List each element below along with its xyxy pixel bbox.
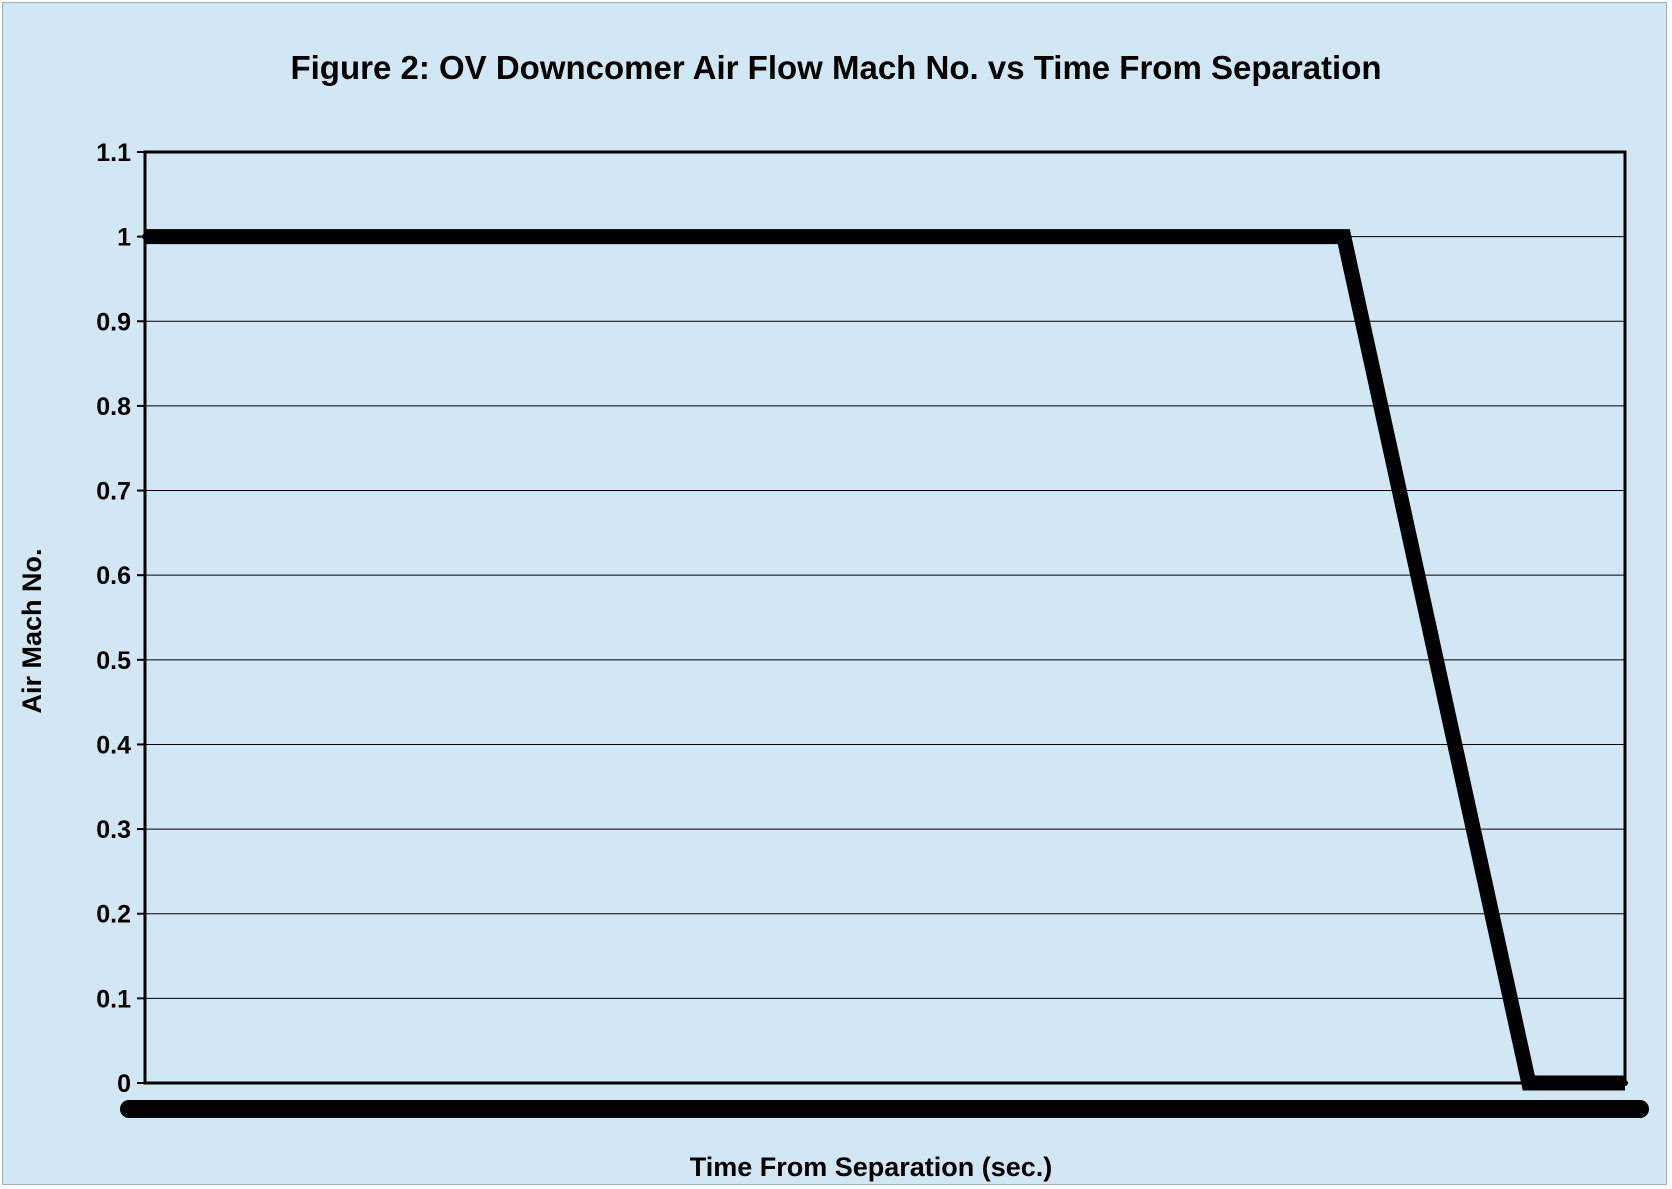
data-point bbox=[1622, 1080, 1628, 1086]
y-tick-label: 0.8 bbox=[96, 393, 131, 421]
y-tick-label: 0 bbox=[117, 1070, 131, 1098]
y-axis-ticks: 0 0.1 0.2 0.3 0.4 0.5 0.6 0.7 0.8 0.9 1 1.1 bbox=[96, 139, 145, 1098]
y-tick-label: 0.7 bbox=[96, 478, 131, 506]
data-point bbox=[142, 233, 148, 240]
y-tick-label: 0.3 bbox=[96, 816, 131, 844]
data-point bbox=[1525, 1080, 1532, 1086]
line-chart: Figure 2: OV Downcomer Air Flow Mach No.… bbox=[17, 49, 1649, 1182]
y-tick-label: 0.9 bbox=[96, 308, 131, 336]
y-tick-label: 0.5 bbox=[96, 647, 131, 675]
series-layer bbox=[142, 229, 1628, 1091]
x-axis-label: Time From Separation (sec.) bbox=[690, 1152, 1053, 1182]
y-tick-label: 0.4 bbox=[96, 731, 131, 759]
series-line-0 bbox=[145, 229, 1625, 1091]
chart-title: Figure 2: OV Downcomer Air Flow Mach No.… bbox=[290, 49, 1381, 86]
y-tick-label: 0.6 bbox=[96, 562, 131, 590]
gridlines bbox=[145, 236, 1625, 999]
y-axis-label: Air Mach No. bbox=[17, 548, 47, 713]
y-tick-label: 1.1 bbox=[96, 139, 131, 167]
data-point bbox=[1340, 233, 1347, 240]
plot-area-border bbox=[143, 150, 1627, 1085]
y-tick-label: 0.2 bbox=[96, 901, 131, 929]
y-tick-label: 1 bbox=[117, 224, 131, 252]
y-tick-label: 0.1 bbox=[96, 985, 131, 1013]
